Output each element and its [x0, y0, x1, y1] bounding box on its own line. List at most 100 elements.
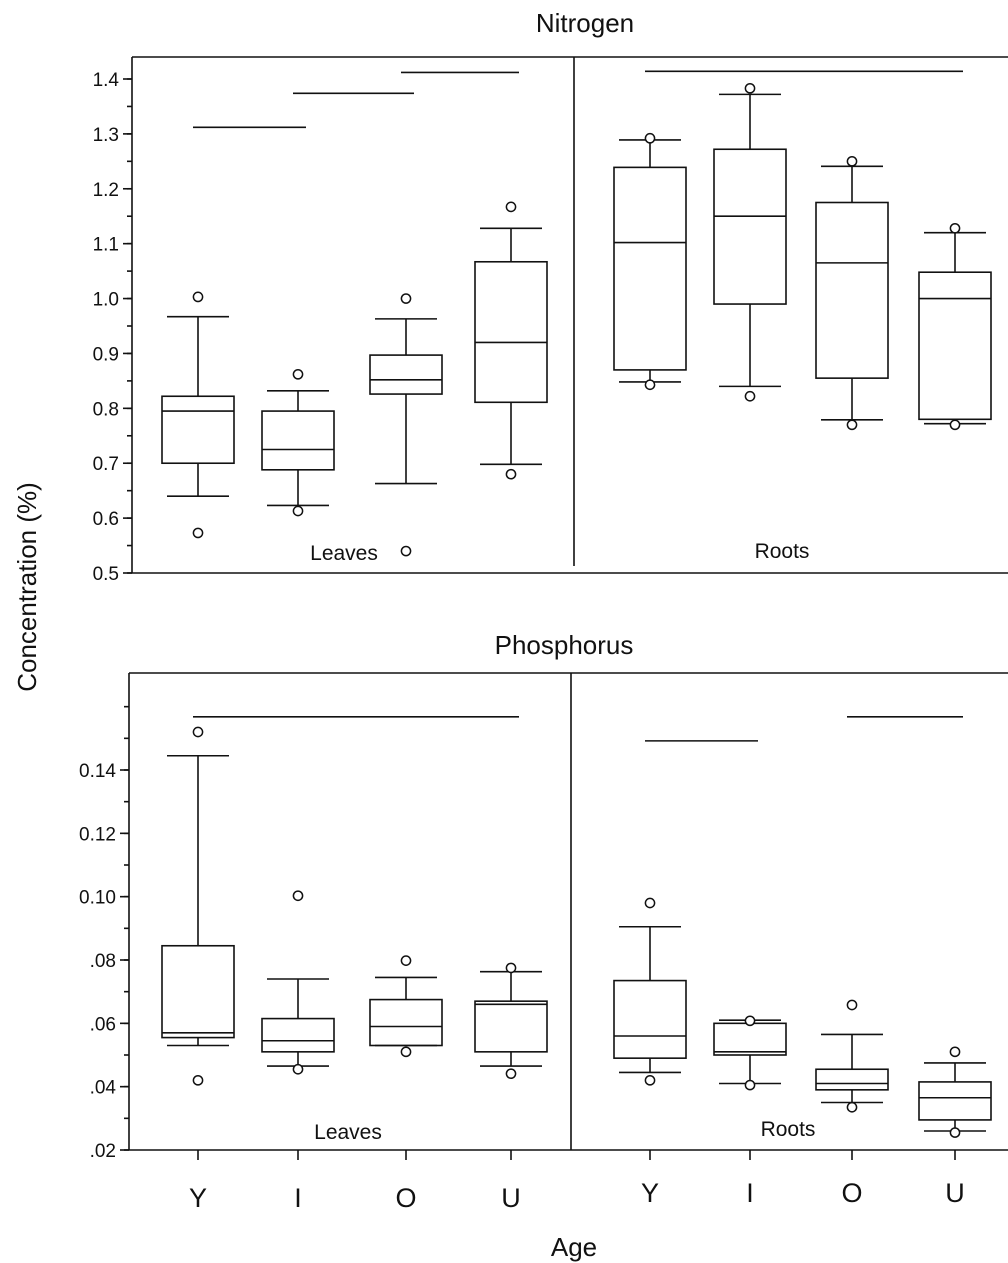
- nitrogen-y-tick-label: 1.1: [93, 235, 119, 256]
- phosphorus-roots-label: Roots: [761, 1118, 816, 1141]
- phosphorus-roots-box-I: [713, 1015, 787, 1091]
- nitrogen-leaves-label: Leaves: [310, 542, 378, 565]
- phosphorus-leaves-box-U: [474, 962, 548, 1080]
- x-category-label-Y: Y: [641, 1178, 659, 1208]
- outlier-point: [400, 545, 412, 557]
- iqr-box: [815, 201, 889, 379]
- x-category-label-U: U: [501, 1183, 521, 1213]
- nitrogen-roots-box-U: [918, 222, 992, 431]
- outlier-point: [949, 419, 961, 431]
- x-category-label-Y: Y: [189, 1183, 207, 1213]
- phosphorus-y-tick-label: .04: [90, 1078, 117, 1099]
- outlier-point: [949, 1046, 961, 1058]
- nitrogen-leaves-box-I: [261, 368, 335, 517]
- outlier-point: [400, 293, 412, 304]
- phosphorus-x-ticks: [197, 1150, 956, 1160]
- x-category-label-I: I: [294, 1183, 302, 1213]
- phosphorus-y-tick-label: 0.12: [79, 824, 116, 845]
- outlier-point: [192, 291, 204, 303]
- phosphorus-y-ticks: .02 .04 .06 .08 0.10 0.12 0.14: [79, 705, 129, 1162]
- outlier-point: [846, 155, 858, 167]
- iqr-box: [474, 260, 548, 404]
- phosphorus-leaves-box-I: [261, 890, 335, 1075]
- outlier-point: [505, 962, 517, 974]
- nitrogen-y-ticks: 0.5 0.6 0.7 0.8 0.9 1.0 1.1 1.2 1.3 1.4: [93, 70, 132, 585]
- nitrogen-roots-box-Y: [613, 132, 687, 391]
- iqr-box: [713, 148, 787, 305]
- phosphorus-leaves-box-O: [369, 955, 443, 1058]
- nitrogen-leaves-box-U: [474, 201, 548, 480]
- iqr-box: [261, 410, 335, 471]
- outlier-point: [744, 82, 756, 94]
- outlier-point: [292, 890, 304, 902]
- outlier-point: [846, 1101, 858, 1113]
- nitrogen-y-tick-label: 1.4: [93, 70, 120, 91]
- nitrogen-y-tick-label: 1.3: [93, 125, 119, 146]
- outlier-point: [949, 1127, 961, 1138]
- phosphorus-y-tick-label: .06: [90, 1014, 116, 1035]
- outlier-point: [744, 1015, 756, 1027]
- phosphorus-roots-box-U: [918, 1046, 992, 1138]
- iqr-box: [815, 1068, 889, 1091]
- outlier-point: [505, 201, 517, 213]
- iqr-box: [369, 354, 443, 395]
- phosphorus-y-tick-label: .02: [90, 1141, 116, 1162]
- nitrogen-roots-box-I: [713, 82, 787, 402]
- nitrogen-panel-title: Nitrogen: [536, 8, 634, 38]
- nitrogen-y-tick-label: 1.2: [93, 180, 119, 201]
- nitrogen-y-tick-label: 0.8: [93, 399, 119, 420]
- iqr-box: [613, 166, 687, 371]
- x-category-label-U: U: [945, 1178, 965, 1208]
- iqr-box: [369, 998, 443, 1047]
- outlier-point: [744, 390, 756, 402]
- nitrogen-roots-label: Roots: [755, 540, 810, 563]
- y-axis-title: Concentration (%): [12, 482, 42, 692]
- outlier-point: [846, 419, 858, 431]
- phosphorus-roots-box-O: [815, 999, 889, 1113]
- outlier-point: [292, 368, 304, 380]
- nitrogen-marks: [161, 70, 992, 557]
- nitrogen-y-tick-label: 0.7: [93, 454, 119, 475]
- outlier-point: [644, 1074, 656, 1086]
- outlier-point: [400, 955, 412, 966]
- outlier-point: [292, 1063, 304, 1075]
- x-category-label-O: O: [395, 1183, 416, 1213]
- nitrogen-y-tick-label: 0.5: [93, 564, 119, 585]
- outlier-point: [400, 1046, 412, 1058]
- phosphorus-leaves-label: Leaves: [314, 1121, 382, 1144]
- iqr-box: [613, 979, 687, 1059]
- outlier-point: [644, 379, 656, 391]
- x-category-label-I: I: [746, 1178, 754, 1208]
- nitrogen-y-tick-label: 0.9: [93, 344, 119, 365]
- iqr-box: [161, 395, 235, 465]
- phosphorus-marks: [161, 715, 992, 1138]
- iqr-box: [713, 1022, 787, 1056]
- nitrogen-leaves-box-Y: [161, 291, 235, 539]
- phosphorus-panel-title: Phosphorus: [495, 630, 634, 660]
- x-axis-title: Age: [551, 1232, 597, 1262]
- outlier-point: [192, 726, 204, 738]
- phosphorus-roots-box-Y: [613, 897, 687, 1086]
- phosphorus-panel: Phosphorus .02 .04 .06 .08 0.10 0.12 0.14 Leav…: [79, 630, 1008, 1162]
- phosphorus-y-tick-label: 0.10: [79, 888, 116, 909]
- outlier-point: [949, 222, 961, 234]
- phosphorus-leaves-box-Y: [161, 726, 235, 1086]
- outlier-point: [505, 468, 517, 480]
- iqr-box: [261, 1017, 335, 1053]
- outlier-point: [644, 897, 656, 909]
- outlier-point: [292, 505, 304, 517]
- outlier-point: [192, 527, 204, 539]
- nitrogen-roots-box-O: [815, 155, 889, 431]
- nitrogen-leaves-box-O: [369, 293, 443, 557]
- phosphorus-y-tick-label: .08: [90, 951, 116, 972]
- iqr-box: [918, 271, 992, 421]
- phosphorus-y-tick-label: 0.14: [79, 761, 116, 782]
- nitrogen-panel: Nitrogen 0.50.60.70.80.91.01.11.21.31.4 …: [93, 8, 1008, 585]
- outlier-point: [192, 1074, 204, 1086]
- outlier-point: [505, 1068, 517, 1080]
- outlier-point: [744, 1079, 756, 1091]
- iqr-box: [918, 1081, 992, 1121]
- iqr-box: [161, 944, 235, 1039]
